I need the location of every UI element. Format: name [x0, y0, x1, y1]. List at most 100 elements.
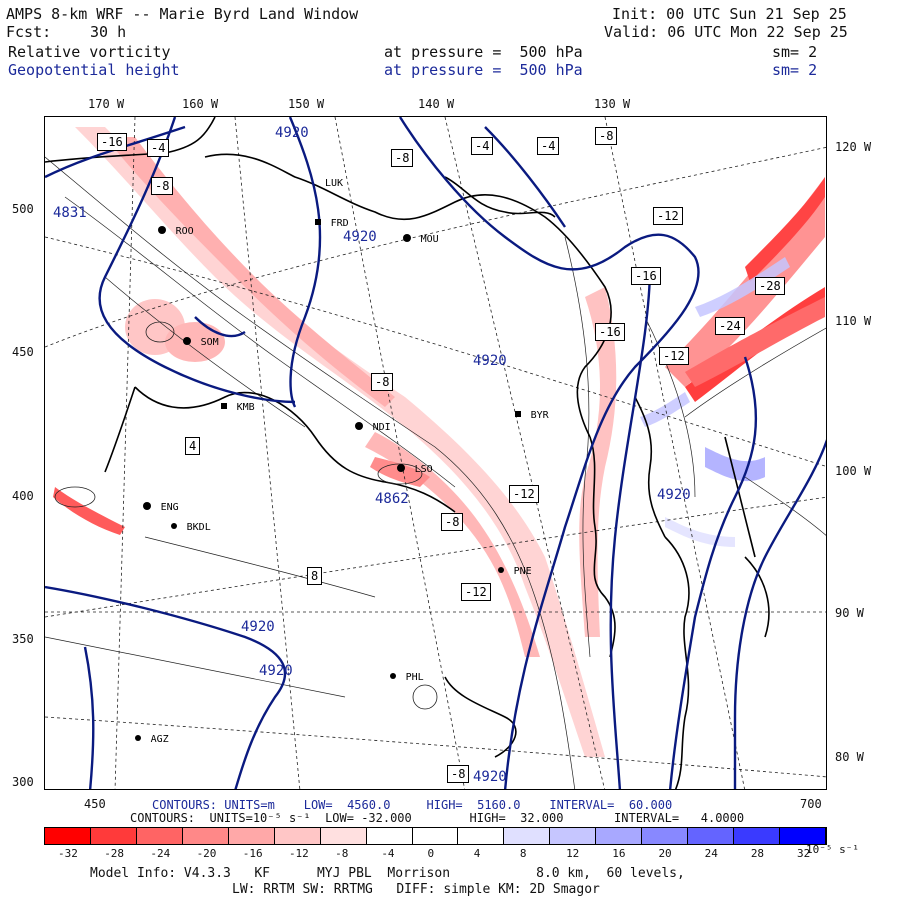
forecast-label: Fcst: [6, 23, 52, 41]
vorticity-label-box: -8 [371, 373, 394, 391]
station-dot-icon [397, 463, 405, 472]
station-label: LUK [325, 178, 344, 189]
vorticity-shading [53, 127, 825, 757]
left-grid-label: 450 [12, 345, 34, 359]
height-contour [194, 316, 246, 338]
valid-time: Valid: 06 UTC Mon 22 Sep 25 [604, 23, 848, 41]
station-marker[interactable]: FRD [315, 211, 349, 230]
vorticity-label-box: -4 [471, 137, 494, 155]
vorticity-label-box: -28 [755, 277, 785, 295]
height-contour [398, 117, 700, 789]
vorticity-label-box: -4 [147, 139, 170, 157]
colorbar-swatch [688, 828, 735, 844]
colorbar-swatch [320, 828, 367, 844]
field2-level: at pressure = 500 hPa [384, 61, 583, 79]
right-lon-label: 100 W [835, 464, 872, 478]
field2-name: Geopotential height [8, 61, 180, 79]
colorbar-tick-label: 32 [797, 847, 811, 860]
station-marker[interactable]: BYR [515, 403, 549, 422]
right-lon-label: 120 W [835, 140, 872, 154]
height-contour-label: 4920 [473, 353, 507, 369]
negative-vorticity-band [105, 137, 395, 407]
field1-level: at pressure = 500 hPa [384, 43, 583, 61]
vorticity-label-box: -8 [151, 177, 174, 195]
station-marker[interactable]: AGZ [135, 727, 169, 746]
station-marker[interactable]: PNE [498, 559, 532, 578]
station-dot-icon [158, 225, 166, 234]
top-lon-label: 150 W [288, 97, 325, 111]
colorbar [44, 827, 827, 845]
field2-smoothing: sm= 2 [772, 61, 818, 79]
colorbar-swatch [734, 828, 780, 844]
height-contour [668, 356, 758, 789]
colorbar-tick-label: -20 [196, 847, 217, 860]
station-label: NDI [372, 422, 391, 433]
vorticity-label-box: -8 [441, 513, 464, 531]
colorbar-swatch [274, 828, 321, 844]
map-panel: ROO FRD MOU SOM KMB NDI LSO BYR PNE PHL … [44, 116, 827, 790]
forecast-hour: 30 h [90, 23, 127, 41]
field1-name: Relative vorticity [8, 43, 171, 61]
station-label: BYR [530, 410, 549, 421]
vorticity-label-box: -4 [537, 137, 560, 155]
colorbar-tick-label: 16 [612, 847, 626, 860]
station-marker[interactable]: KMB [221, 395, 255, 414]
height-contour-label: 4920 [473, 769, 507, 785]
height-contour-label: 4920 [657, 487, 691, 503]
vorticity-contour-info: CONTOURS: UNITS=10⁻⁵ s⁻¹ LOW= -32.000 HI… [130, 811, 745, 825]
station-label: AGZ [150, 734, 169, 745]
station-marker[interactable]: NDI [355, 415, 391, 434]
station-marker[interactable]: PHL [390, 665, 424, 684]
model-info-2: LW: RRTM SW: RRTMG DIFF: simple KM: 2D S… [232, 882, 600, 897]
station-marker[interactable]: MOU [403, 227, 439, 246]
station-dot-icon [515, 410, 521, 417]
station-marker[interactable]: ENG [143, 495, 179, 514]
height-contour-label: 4920 [275, 125, 309, 141]
vorticity-label-box: -8 [447, 765, 470, 783]
negative-vorticity-band [53, 487, 125, 535]
left-grid-label: 400 [12, 489, 34, 503]
station-label: LSO [414, 464, 433, 475]
station-dot-icon [355, 421, 363, 430]
left-grid-label: 300 [12, 775, 34, 789]
height-contour [98, 117, 296, 404]
bottom-grid-label: 700 [800, 797, 822, 811]
station-label: ENG [160, 502, 179, 513]
colorbar-tick-label: -28 [104, 847, 125, 860]
station-marker[interactable]: SOM [183, 330, 219, 349]
colorbar-tick-label: 0 [427, 847, 435, 860]
init-time: Init: 00 UTC Sun 21 Sep 25 [612, 5, 847, 23]
negative-vorticity-band [370, 457, 430, 487]
station-marker[interactable]: ROO [158, 219, 194, 238]
station-label: SOM [200, 337, 219, 348]
station-label: PHL [405, 672, 424, 683]
station-label: PNE [513, 566, 532, 577]
station-marker[interactable]: BKDL [171, 515, 211, 534]
negative-vorticity-band [685, 297, 825, 387]
model-info: Model Info: V4.3.3 KF MYJ PBL Morrison 8… [90, 866, 685, 881]
height-contour-label: 4831 [53, 205, 87, 221]
positive-vorticity-shading [640, 257, 790, 547]
negative-vorticity-blob [165, 322, 225, 362]
height-contour-label: 4862 [375, 491, 409, 507]
station-marker[interactable]: LSO [397, 457, 433, 476]
top-lon-label: 170 W [88, 97, 125, 111]
height-contour [609, 266, 652, 789]
station-dot-icon [403, 233, 411, 242]
vorticity-contours [45, 156, 826, 789]
vorticity-label-box: -8 [391, 149, 414, 167]
station-label: ROO [175, 226, 194, 237]
bottom-grid-label: 450 [84, 797, 106, 811]
colorbar-swatch [136, 828, 183, 844]
colorbar-swatch [780, 828, 826, 844]
colorbar-swatch [228, 828, 275, 844]
station-marker[interactable]: LUK [325, 171, 343, 190]
station-dot-icon [221, 402, 227, 409]
right-lon-label: 80 W [835, 750, 864, 764]
colorbar-swatch [550, 828, 597, 844]
left-grid-label: 350 [12, 632, 34, 646]
height-contour [733, 439, 826, 789]
height-contours [45, 117, 826, 789]
height-contour [45, 585, 287, 789]
station-label: MOU [420, 234, 439, 245]
